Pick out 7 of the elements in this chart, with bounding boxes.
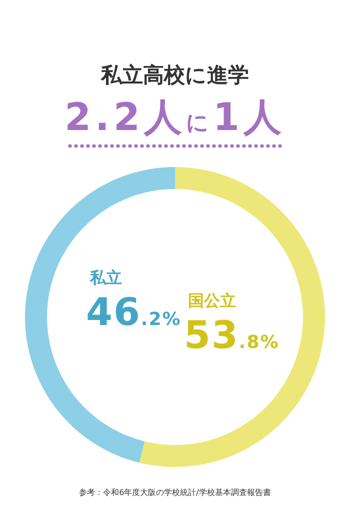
chart-title: 私立高校に進学 — [100, 63, 249, 87]
donut-slice — [140, 167, 325, 467]
text: 参考：令和6年度大阪の学校統計/学校基本調査報告書 — [79, 488, 271, 497]
data-label: 46.2% — [86, 290, 182, 334]
slice-label: 私立 — [89, 268, 122, 287]
slice-label: 国公立 — [188, 291, 236, 310]
data-label: 53.8% — [184, 313, 280, 357]
